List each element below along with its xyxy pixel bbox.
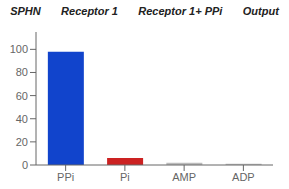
svg-text:80: 80 xyxy=(16,66,28,78)
svg-text:PPi: PPi xyxy=(57,171,74,183)
svg-text:Pi: Pi xyxy=(120,171,130,183)
svg-text:100: 100 xyxy=(10,43,28,55)
svg-text:40: 40 xyxy=(16,113,28,125)
html-text:Output: Output xyxy=(242,5,279,17)
html-text:Receptor 1: Receptor 1 xyxy=(61,5,118,17)
svg-text:0: 0 xyxy=(22,159,28,171)
svg-text:60: 60 xyxy=(16,90,28,102)
html-text:SPHN: SPHN xyxy=(10,5,41,17)
svg-text:20: 20 xyxy=(16,136,28,148)
svg-text:ADP: ADP xyxy=(232,171,255,183)
html-text:Receptor 1+ PPi: Receptor 1+ PPi xyxy=(138,5,223,17)
svg-text:AMP: AMP xyxy=(172,171,196,183)
